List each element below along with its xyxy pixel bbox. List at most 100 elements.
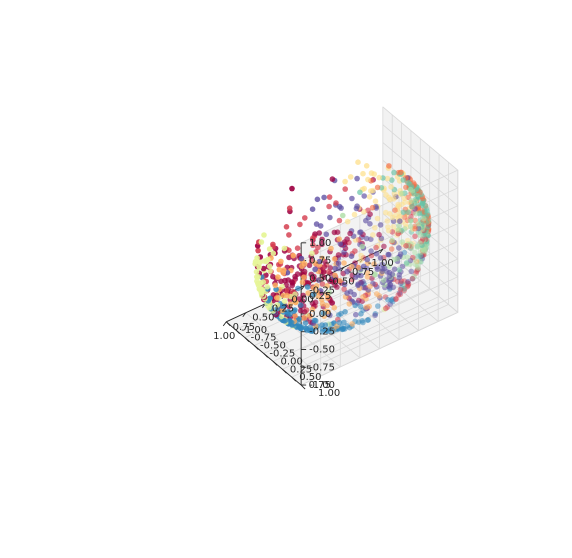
- scatter-point: [303, 325, 309, 332]
- scatter-point: [397, 291, 404, 298]
- z-tick-label: -1.00: [309, 380, 335, 391]
- scatter-point: [388, 246, 395, 252]
- scatter-point: [335, 260, 342, 267]
- scatter-point: [274, 295, 280, 301]
- scatter-point: [333, 200, 339, 206]
- scatter-point: [418, 258, 424, 265]
- scatter-point: [357, 303, 364, 310]
- y-tick-label: 0.00: [281, 356, 303, 367]
- y-tick-label: 0.75: [309, 380, 331, 391]
- scatter-point: [352, 274, 359, 280]
- y-tick-label: 0.50: [299, 372, 321, 383]
- scatter-point: [327, 326, 333, 332]
- scatter-point: [286, 232, 292, 238]
- y-tick-mark: [235, 329, 240, 335]
- scatter-point: [341, 319, 347, 326]
- scatter-point: [336, 217, 343, 224]
- scatter-point: [366, 194, 373, 200]
- scatter-point: [380, 277, 387, 283]
- scatter-point: [405, 209, 412, 215]
- scatter-point: [396, 267, 403, 273]
- z-tick-label: -0.25: [309, 327, 335, 338]
- scatter-point: [400, 209, 407, 216]
- scatter-point: [342, 186, 349, 192]
- scatter-point: [361, 209, 367, 215]
- scatter-point: [308, 271, 315, 278]
- scatter-point: [422, 246, 429, 252]
- z-tick-label: 0.25: [309, 291, 331, 302]
- scatter-point: [311, 291, 317, 298]
- scatter-point: [418, 253, 425, 259]
- x-tick-mark: [340, 267, 345, 272]
- x-tick-label: -0.50: [329, 276, 355, 287]
- scatter-point: [281, 298, 288, 305]
- y-tick-mark: [225, 321, 231, 327]
- scatter-point: [255, 247, 261, 254]
- y-tick-label: -1.00: [241, 325, 267, 336]
- scatter-point: [302, 320, 309, 326]
- scatter-point: [401, 285, 408, 292]
- scatter-point: [368, 236, 374, 242]
- scatter-point: [386, 163, 392, 169]
- scatter-point: [355, 159, 361, 165]
- scatter-point: [368, 252, 375, 259]
- scatter-point: [270, 273, 276, 280]
- scatter-point: [388, 184, 394, 190]
- scatter-points: [252, 159, 432, 335]
- scatter-point: [315, 244, 321, 251]
- scatter-point: [276, 266, 283, 273]
- scatter-point: [310, 235, 316, 241]
- scatter-point: [414, 244, 421, 250]
- scatter-point: [421, 252, 427, 258]
- scatter-point: [341, 260, 347, 266]
- scatter-point: [358, 272, 364, 279]
- x-tick-label: 0.75: [233, 322, 255, 333]
- x-tick-label: -0.75: [348, 267, 374, 278]
- scatter-point: [374, 184, 381, 191]
- scatter-point: [360, 319, 366, 326]
- scatter-point: [349, 263, 355, 270]
- scatter-point: [302, 215, 308, 221]
- scatter-point: [373, 244, 379, 251]
- scatter-point: [286, 254, 292, 261]
- scatter-point: [383, 192, 389, 198]
- scatter-point: [336, 236, 343, 242]
- scatter-point: [310, 285, 317, 291]
- scatter-point: [421, 247, 427, 253]
- scatter-point: [357, 189, 363, 196]
- scatter-point: [309, 250, 315, 257]
- scatter-point: [381, 306, 388, 313]
- scatter-point: [404, 280, 411, 286]
- scatter-point: [298, 302, 304, 309]
- scatter-point: [272, 282, 279, 289]
- x-tick-label: 1.00: [213, 331, 235, 342]
- scatter-point: [408, 268, 415, 275]
- scatter-point: [372, 225, 378, 231]
- scatter-point: [286, 205, 293, 211]
- scatter-point: [418, 249, 425, 255]
- scatter-point: [419, 255, 426, 262]
- scatter-point: [321, 194, 327, 201]
- scatter-point: [266, 296, 273, 302]
- scatter-point: [376, 231, 382, 238]
- scatter-point: [419, 244, 425, 251]
- scatter-point: [316, 258, 323, 265]
- scatter-point: [419, 252, 426, 259]
- scatter-point: [358, 252, 364, 259]
- z-tick-label: 0.50: [309, 273, 331, 284]
- scatter-point: [420, 251, 427, 258]
- scatter-point: [254, 255, 260, 261]
- scatter-point: [358, 311, 364, 317]
- scatter-point: [391, 256, 398, 263]
- scatter-point: [312, 231, 318, 237]
- scatter-point: [383, 305, 389, 312]
- scatter-point: [278, 258, 284, 265]
- scatter-point: [395, 201, 401, 208]
- scatter-point: [331, 304, 338, 311]
- scatter-point: [384, 304, 391, 310]
- scatter-point: [365, 176, 371, 183]
- scatter-point: [347, 174, 354, 180]
- scatter-point: [392, 207, 398, 213]
- scatter-point: [347, 230, 353, 237]
- scatter-point: [348, 253, 355, 259]
